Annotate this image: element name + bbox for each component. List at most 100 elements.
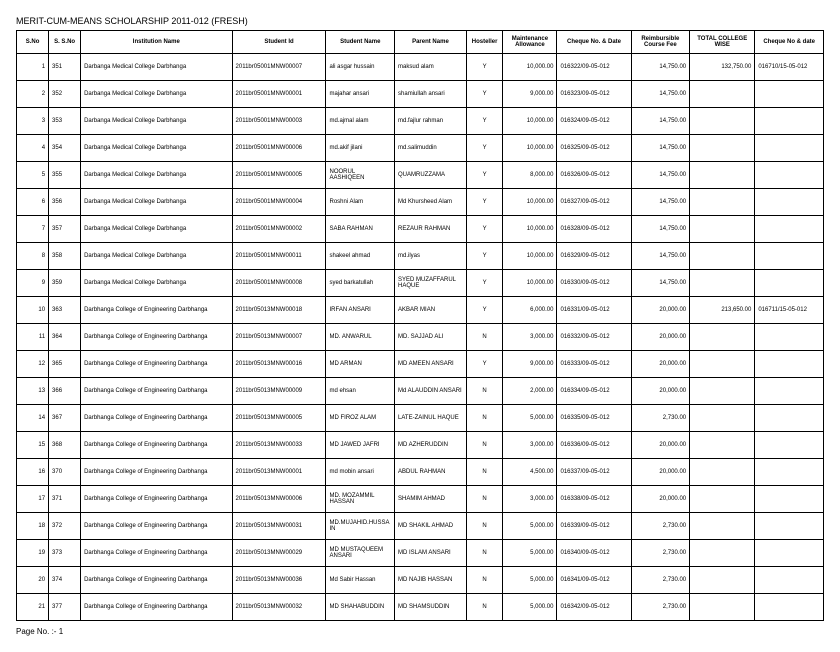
table-cell: Darbhanga College of Engineering Darbhan… [81, 324, 232, 351]
table-cell: 2011br05013MNW00033 [232, 432, 326, 459]
table-cell [755, 459, 824, 486]
table-cell: 14,750.00 [631, 216, 690, 243]
col-header: Maintenance Allowance [503, 31, 557, 54]
table-cell: 3,000.00 [503, 324, 557, 351]
table-cell: 352 [49, 81, 81, 108]
table-cell: 6 [17, 189, 49, 216]
table-cell: md.fajlur rahman [395, 108, 467, 135]
table-cell: 2011br05001MNW00004 [232, 189, 326, 216]
table-cell: 016710/15-05-012 [755, 54, 824, 81]
table-cell: MD. ANWARUL [326, 324, 395, 351]
table-cell: Y [466, 54, 502, 81]
table-cell [755, 189, 824, 216]
table-cell [690, 81, 755, 108]
table-cell: 370 [49, 459, 81, 486]
table-cell: Y [466, 81, 502, 108]
table-cell: Y [466, 243, 502, 270]
table-cell: N [466, 432, 502, 459]
table-cell [690, 270, 755, 297]
col-header: S. S.No [49, 31, 81, 54]
table-cell: 355 [49, 162, 81, 189]
table-cell: md mobin ansari [326, 459, 395, 486]
table-cell: 6,000.00 [503, 297, 557, 324]
table-cell: 15 [17, 432, 49, 459]
table-cell: 10,000.00 [503, 270, 557, 297]
table-cell: N [466, 486, 502, 513]
table-cell: 12 [17, 351, 49, 378]
table-cell: 14,750.00 [631, 108, 690, 135]
table-cell: md.ilyas [395, 243, 467, 270]
table-row: 3353Darbanga Medical College Darbhanga20… [17, 108, 824, 135]
table-cell: 359 [49, 270, 81, 297]
table-cell: 2011br05013MNW00036 [232, 567, 326, 594]
table-cell: N [466, 405, 502, 432]
table-row: 5355Darbanga Medical College Darbhanga20… [17, 162, 824, 189]
table-cell: 2011br05001MNW00008 [232, 270, 326, 297]
col-header: Cheque No & date [755, 31, 824, 54]
table-cell: IRFAN ANSARI [326, 297, 395, 324]
table-cell: 016330/09-05-012 [557, 270, 631, 297]
table-cell: 016326/09-05-012 [557, 162, 631, 189]
table-cell: 5,000.00 [503, 405, 557, 432]
table-cell [690, 513, 755, 540]
table-cell: 8,000.00 [503, 162, 557, 189]
table-cell: Darbanga Medical College Darbhanga [81, 216, 232, 243]
table-cell [755, 405, 824, 432]
table-cell: Darbanga Medical College Darbhanga [81, 54, 232, 81]
table-cell: Darbhanga College of Engineering Darbhan… [81, 486, 232, 513]
table-cell: Y [466, 135, 502, 162]
table-cell: 19 [17, 540, 49, 567]
table-cell [755, 81, 824, 108]
table-cell: 2011br05001MNW00002 [232, 216, 326, 243]
table-cell: 10,000.00 [503, 243, 557, 270]
table-cell [755, 108, 824, 135]
table-cell: 20,000.00 [631, 378, 690, 405]
table-cell: 20,000.00 [631, 297, 690, 324]
table-row: 2352Darbanga Medical College Darbhanga20… [17, 81, 824, 108]
table-cell: shakeel ahmad [326, 243, 395, 270]
table-cell: 353 [49, 108, 81, 135]
table-cell: 20,000.00 [631, 486, 690, 513]
table-cell: 365 [49, 351, 81, 378]
table-cell: Y [466, 297, 502, 324]
table-cell: 9,000.00 [503, 351, 557, 378]
table-cell: 016325/09-05-012 [557, 135, 631, 162]
table-cell [755, 594, 824, 621]
table-cell: 371 [49, 486, 81, 513]
table-cell: Darbanga Medical College Darbhanga [81, 243, 232, 270]
col-header: Student Name [326, 31, 395, 54]
table-cell: Y [466, 351, 502, 378]
col-header: Institution Name [81, 31, 232, 54]
table-cell: Darbhanga College of Engineering Darbhan… [81, 405, 232, 432]
table-cell: 368 [49, 432, 81, 459]
table-cell: 2 [17, 81, 49, 108]
table-row: 4354Darbanga Medical College Darbhanga20… [17, 135, 824, 162]
col-header: Parent Name [395, 31, 467, 54]
table-cell: 213,650.00 [690, 297, 755, 324]
table-cell [755, 486, 824, 513]
table-cell [755, 216, 824, 243]
table-cell: 9,000.00 [503, 81, 557, 108]
table-cell: Darbanga Medical College Darbhanga [81, 189, 232, 216]
table-cell [690, 432, 755, 459]
table-row: 16370Darbhanga College of Engineering Da… [17, 459, 824, 486]
table-cell [690, 486, 755, 513]
table-cell [690, 162, 755, 189]
table-cell: 016332/09-05-012 [557, 324, 631, 351]
table-cell: N [466, 540, 502, 567]
col-header: Reimbursible Course Fee [631, 31, 690, 54]
table-cell: 20,000.00 [631, 351, 690, 378]
table-cell: 2,730.00 [631, 405, 690, 432]
table-cell [755, 351, 824, 378]
table-cell: Darbhanga College of Engineering Darbhan… [81, 513, 232, 540]
table-cell: Y [466, 216, 502, 243]
table-cell: Y [466, 108, 502, 135]
table-cell: MD JAWED JAFRI [326, 432, 395, 459]
table-cell: 363 [49, 297, 81, 324]
table-cell: 016340/09-05-012 [557, 540, 631, 567]
table-cell: 3,000.00 [503, 432, 557, 459]
table-cell: Darbhanga College of Engineering Darbhan… [81, 351, 232, 378]
table-row: 19373Darbhanga College of Engineering Da… [17, 540, 824, 567]
col-header: S.No [17, 31, 49, 54]
table-cell: 016331/09-05-012 [557, 297, 631, 324]
